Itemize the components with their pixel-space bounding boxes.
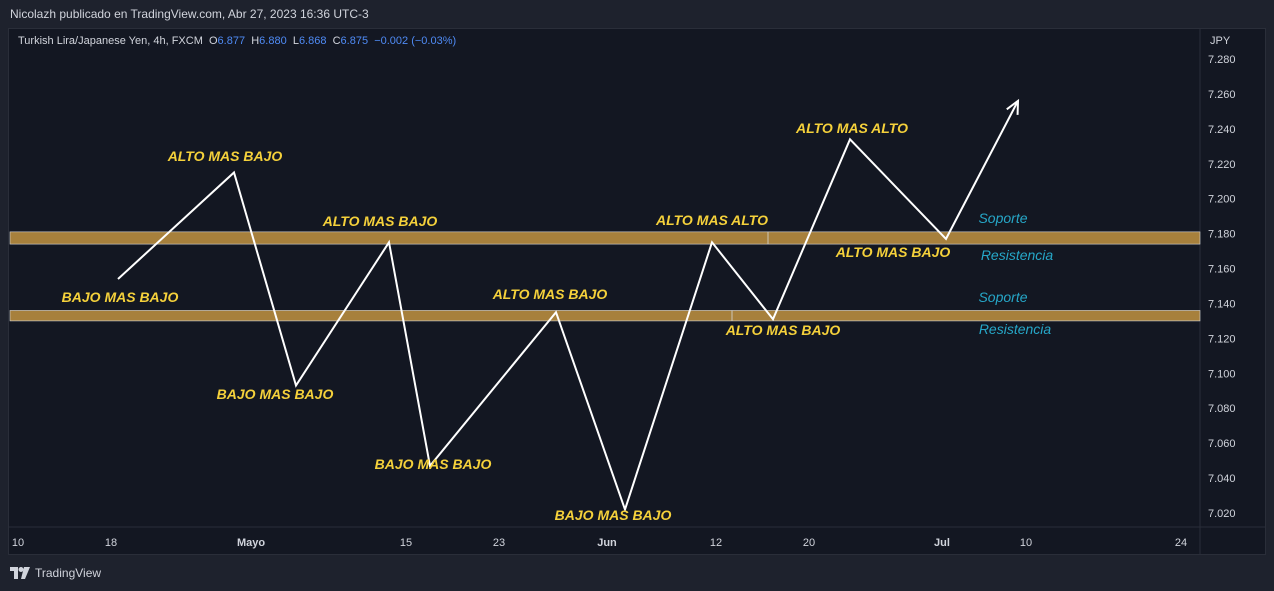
grid [9,29,1266,555]
y-tick-label: 7.260 [1208,89,1236,101]
zone-label: Soporte [978,210,1027,226]
y-tick-label: 7.120 [1208,333,1236,345]
y-tick-label: 7.040 [1208,473,1236,485]
open-value: 6.877 [217,35,246,47]
zone-band [9,310,1201,322]
high-value: 6.880 [259,35,287,47]
swing-label: ALTO MAS BAJO [167,148,283,164]
y-tick-label: 7.080 [1208,403,1236,415]
zones [9,231,1201,322]
low-label: L [292,35,299,47]
x-tick-label: Mayo [237,537,265,549]
swing-label: ALTO MAS ALTO [655,212,768,228]
close-value: 6.875 [340,35,369,47]
x-tick-label: 15 [400,537,412,549]
close-label: C [332,35,341,47]
x-tick-label: Jun [597,537,617,549]
change-value: −0.002 (−0.03%) [374,35,457,47]
x-tick-label: 23 [493,537,505,549]
low-value: 6.868 [298,35,327,47]
footer-brand: TradingView [35,566,102,580]
y-tick-label: 7.220 [1208,159,1236,171]
x-tick-label: 20 [803,537,815,549]
x-tick-label: 10 [1020,537,1032,549]
annotation-labels: ALTO MAS BAJO BAJO MAS BAJO BAJO MAS BAJO A… [62,120,1054,523]
high-label: H [251,35,260,47]
swing-label: BAJO MAS BAJO [62,289,179,305]
y-tick-label: 7.060 [1208,438,1236,450]
zone-label: Resistencia [981,247,1054,263]
y-axis: JPY 7.280 7.260 7.240 7.220 7.200 7.180 7.160 7.… [1208,35,1236,520]
arrow-head [1006,98,1020,115]
currency-label: JPY [1210,35,1231,47]
price-path [117,100,1019,513]
swing-label: ALTO MAS BAJO [492,286,608,302]
y-tick-label: 7.140 [1208,298,1236,310]
symbol-name: Turkish Lira/Japanese Yen, 4h, FXCM [18,35,203,47]
publisher-header: Nicolazh publicado en TradingView.com, A… [10,7,369,21]
open-label: O [208,35,218,47]
symbol-legend: Turkish Lira/Japanese Yen, 4h, FXCM O6.8… [18,35,456,47]
x-tick-label: Jul [934,537,950,549]
y-tick-label: 7.100 [1208,368,1236,380]
y-tick-label: 7.240 [1208,124,1236,136]
x-axis: 10 18 Mayo 15 23 Jun 12 20 Jul 10 24 [12,537,1187,549]
swing-label: ALTO MAS BAJO [835,244,951,260]
y-tick-label: 7.160 [1208,264,1236,276]
swing-label: ALTO MAS BAJO [725,322,841,338]
x-tick-label: 10 [12,537,24,549]
y-tick-label: 7.180 [1208,229,1236,241]
y-tick-label: 7.020 [1208,508,1236,520]
price-line [117,98,1020,513]
y-tick-label: 7.200 [1208,194,1236,206]
chart-frame [8,28,1266,555]
zone-label: Soporte [978,289,1027,305]
x-tick-label: 18 [105,537,117,549]
zone-label: Resistencia [979,321,1052,337]
footer: TradingView [10,562,101,584]
swing-label: BAJO MAS BAJO [555,507,672,523]
swing-label: BAJO MAS BAJO [217,386,334,402]
zone-band [9,231,1201,245]
x-tick-label: 24 [1175,537,1187,549]
swing-label: BAJO MAS BAJO [375,456,492,472]
x-tick-label: 12 [710,537,722,549]
swing-label: ALTO MAS BAJO [322,213,438,229]
swing-label: ALTO MAS ALTO [795,120,908,136]
y-tick-label: 7.280 [1208,54,1236,66]
tradingview-logo-icon [10,567,30,579]
